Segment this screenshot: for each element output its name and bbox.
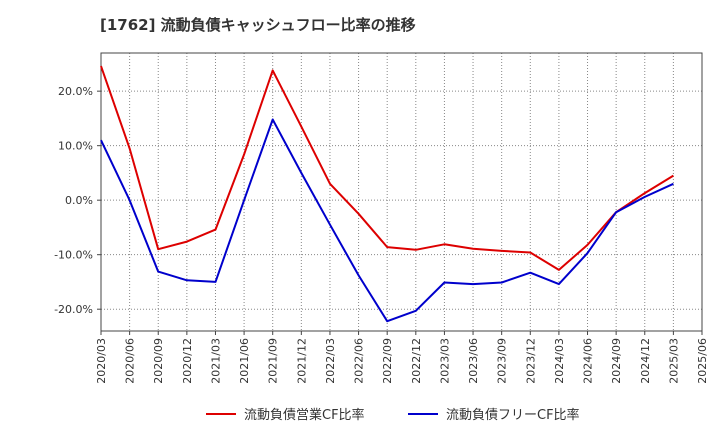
legend-label-2: 流動負債フリーCF比率 xyxy=(446,407,580,423)
x-tick-label: 2023/09 xyxy=(496,338,509,384)
x-tick-label: 2023/06 xyxy=(467,338,480,384)
plot-area xyxy=(101,53,702,331)
chart-title: [1762] 流動負債キャッシュフロー比率の推移 xyxy=(100,16,416,34)
y-tick-label: -20.0% xyxy=(54,303,93,316)
y-tick-label: -10.0% xyxy=(54,249,93,262)
x-tick-label: 2024/09 xyxy=(610,338,623,384)
x-tick-label: 2022/09 xyxy=(381,338,394,384)
x-tick-label: 2021/12 xyxy=(295,338,308,384)
x-tick-label: 2025/03 xyxy=(667,338,680,384)
x-tick-label: 2025/06 xyxy=(696,338,709,384)
x-tick-label: 2020/12 xyxy=(181,338,194,384)
x-tick-label: 2020/09 xyxy=(152,338,165,384)
x-tick-label: 2024/06 xyxy=(582,338,595,384)
x-tick-label: 2023/03 xyxy=(438,338,451,384)
x-tick-label: 2022/03 xyxy=(324,338,337,384)
x-tick-label: 2020/06 xyxy=(124,338,137,384)
x-tick-label: 2023/12 xyxy=(524,338,537,384)
series-line-2 xyxy=(100,118,674,323)
x-tick-label: 2024/12 xyxy=(639,338,652,384)
y-tick-label: 10.0% xyxy=(58,140,93,153)
x-tick-label: 2020/03 xyxy=(95,338,108,384)
x-tick-label: 2024/03 xyxy=(553,338,566,384)
x-tick-label: 2021/03 xyxy=(209,338,222,384)
x-tick-label: 2021/06 xyxy=(238,338,251,384)
x-tick-label: 2021/09 xyxy=(267,338,280,384)
x-tick-label: 2022/12 xyxy=(410,338,423,384)
legend-label-1: 流動負債営業CF比率 xyxy=(244,407,365,423)
x-tick-label: 2022/06 xyxy=(353,338,366,384)
plot-frame xyxy=(100,52,703,332)
y-tick-label: 0.0% xyxy=(65,194,93,207)
y-tick-label: 20.0% xyxy=(58,85,93,98)
series-line-1 xyxy=(100,65,674,271)
